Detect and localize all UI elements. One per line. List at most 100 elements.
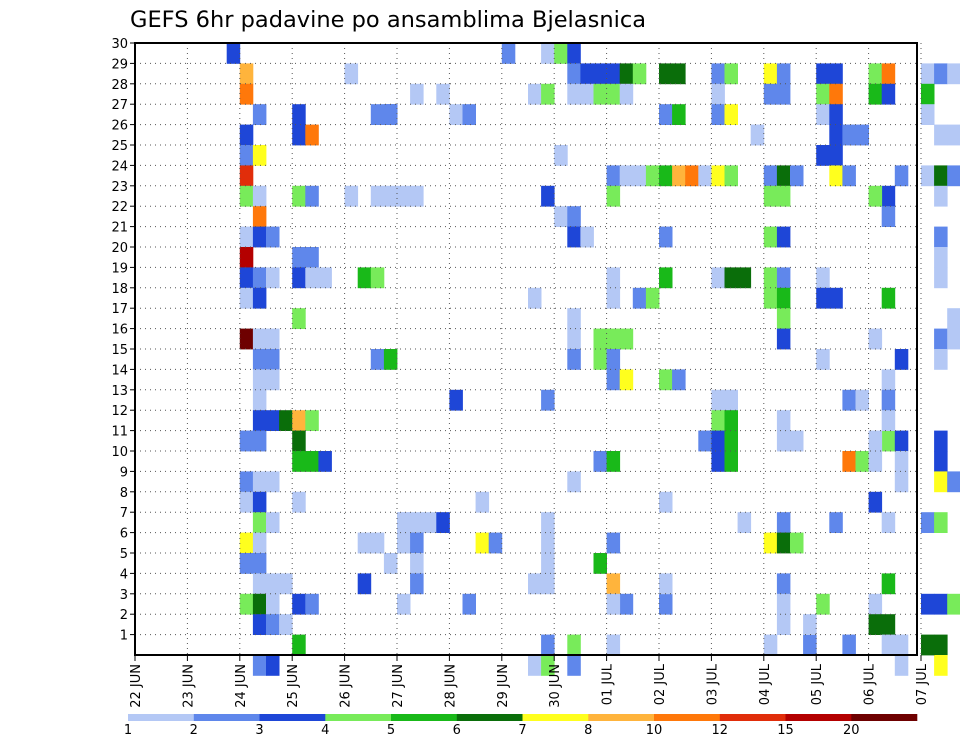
heatmap-cell	[239, 124, 254, 146]
colorbar-swatch	[391, 714, 457, 721]
heatmap-cell	[921, 104, 935, 125]
heatmap-cell	[501, 43, 516, 64]
heatmap-cell	[279, 410, 293, 431]
y-tick-label: 5	[120, 547, 128, 562]
heatmap-cell	[606, 287, 621, 309]
y-tick-label: 25	[111, 139, 128, 154]
heatmap-cell	[462, 104, 476, 125]
colorbar-swatch	[785, 714, 852, 721]
heatmap-cell	[619, 593, 634, 615]
y-tick-label: 17	[111, 302, 128, 317]
heatmap-cell	[790, 532, 804, 554]
heatmap-cell	[659, 226, 673, 248]
heatmap-cell	[829, 104, 843, 125]
heatmap-cell	[881, 614, 896, 635]
heatmap-cell	[252, 410, 267, 431]
heatmap-cell	[488, 532, 503, 554]
heatmap-cell	[567, 349, 581, 370]
heatmap-cell	[934, 451, 948, 472]
heatmap-cell	[934, 124, 948, 146]
heatmap-cell	[776, 267, 791, 289]
heatmap-cell	[947, 124, 960, 146]
heatmap-cell	[239, 63, 254, 85]
heatmap-cell	[881, 430, 896, 452]
heatmap-cell	[554, 206, 568, 227]
heatmap-cell	[724, 165, 738, 187]
heatmap-cell	[252, 389, 267, 411]
heatmap-cell	[606, 185, 621, 207]
colorbar-label: 8	[584, 723, 592, 738]
heatmap-cell	[370, 267, 385, 289]
heatmap-cell	[776, 430, 791, 452]
heatmap-cell	[528, 83, 542, 105]
heatmap-cell	[462, 593, 476, 615]
heatmap-cell	[711, 83, 725, 105]
heatmap-cell	[881, 83, 896, 105]
heatmap-cell	[541, 43, 555, 64]
heatmap-cell	[881, 185, 896, 207]
heatmap-cell	[947, 308, 960, 329]
y-tick-label: 11	[111, 425, 128, 440]
heatmap-cell	[554, 43, 568, 64]
heatmap-cell	[567, 471, 581, 493]
heatmap-cell	[606, 83, 621, 105]
x-tick-label: 05 JUL	[810, 663, 825, 705]
heatmap-cell	[318, 267, 332, 289]
heatmap-cell	[567, 308, 581, 329]
heatmap-cell	[816, 63, 830, 85]
heatmap-cell	[776, 593, 791, 615]
heatmap-cell	[776, 573, 791, 595]
heatmap-cell	[868, 451, 883, 472]
y-tick-label: 8	[120, 486, 128, 501]
heatmap-cell	[606, 165, 621, 187]
heatmap-cell	[292, 410, 306, 431]
heatmap-cell	[921, 83, 935, 105]
heatmap-cell	[776, 410, 791, 431]
heatmap-cell	[292, 593, 306, 615]
heatmap-cell	[292, 491, 306, 513]
colorbar-swatch	[522, 714, 589, 721]
colorbar-label: 5	[387, 723, 395, 738]
x-tick-label: 24 JUN	[234, 664, 249, 708]
x-tick-label: 25 JUN	[286, 664, 301, 708]
heatmap-cell	[226, 43, 241, 64]
heatmap-cell	[934, 63, 948, 85]
heatmap-cell	[619, 83, 634, 105]
y-tick-label: 27	[111, 98, 128, 113]
heatmap-cell	[934, 634, 948, 656]
y-tick-label: 15	[111, 343, 128, 358]
heatmap-cell	[947, 165, 960, 187]
heatmap-cells	[226, 43, 960, 676]
y-tick-label: 1	[120, 629, 128, 644]
heatmap-cell	[397, 532, 411, 554]
heatmap-cell	[266, 410, 280, 431]
heatmap-cell	[894, 634, 909, 656]
colorbar-swatch	[325, 714, 392, 721]
heatmap-cell	[881, 634, 896, 656]
heatmap-cell	[855, 389, 869, 411]
y-tick-label: 23	[111, 180, 128, 195]
heatmap-cell	[397, 593, 411, 615]
heatmap-cell	[410, 512, 424, 533]
heatmap-cell	[606, 369, 621, 391]
heatmap-cell	[266, 655, 280, 676]
heatmap-cell	[252, 185, 267, 207]
heatmap-cell	[881, 512, 896, 533]
heatmap-cell	[894, 165, 909, 187]
heatmap-cell	[383, 349, 398, 370]
heatmap-cell	[292, 267, 306, 289]
heatmap-cell	[803, 634, 817, 656]
heatmap-cell	[593, 328, 607, 350]
heatmap-cell	[659, 593, 673, 615]
x-axis-ticks: 22 JUN 23 JUN 24 JUN 25 JUN 26 JUN 27 JUN 28 J…	[129, 655, 930, 708]
heatmap-cell	[632, 63, 647, 85]
heatmap-cell	[934, 430, 948, 452]
heatmap-cell	[383, 553, 398, 574]
heatmap-cell	[672, 104, 686, 125]
heatmap-cell	[436, 512, 450, 533]
y-tick-label: 4	[120, 567, 128, 582]
heatmap-cell	[947, 328, 960, 350]
heatmap-cell	[541, 83, 555, 105]
heatmap-cell	[816, 349, 830, 370]
heatmap-cell	[593, 63, 607, 85]
